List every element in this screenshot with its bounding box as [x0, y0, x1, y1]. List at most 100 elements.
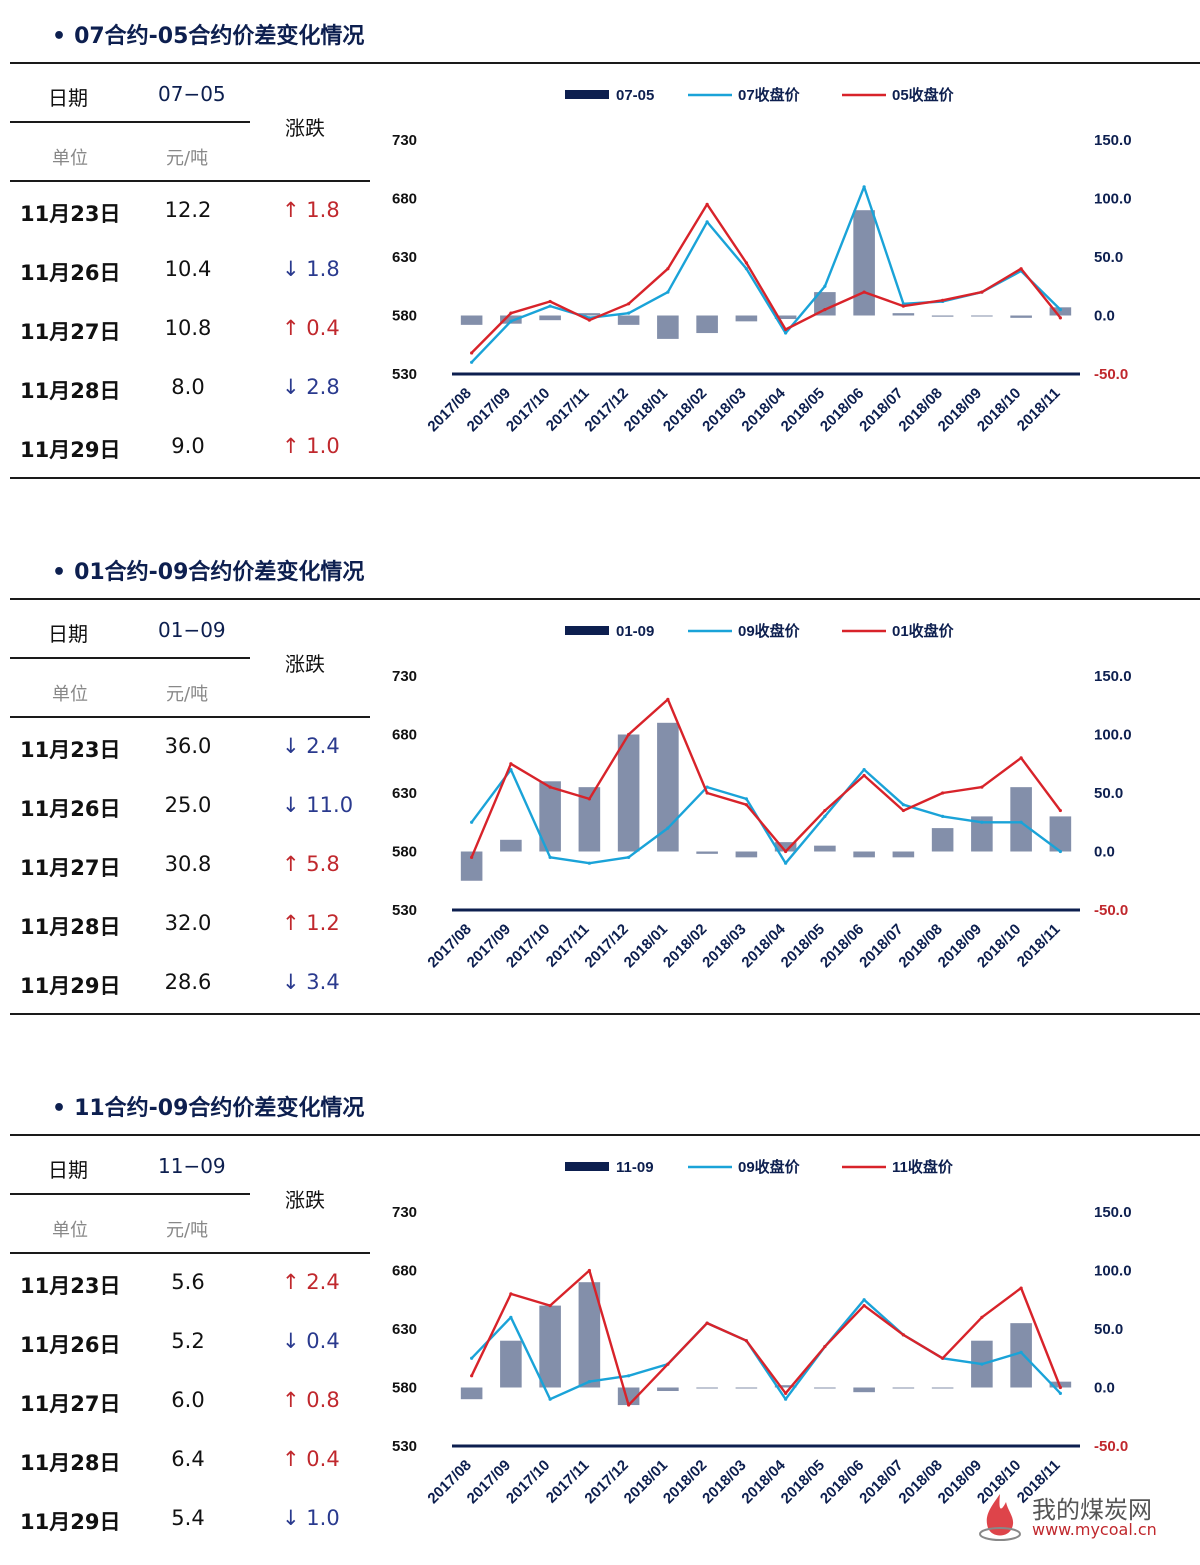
series-line-b-point	[862, 290, 866, 294]
spread-bar	[735, 851, 758, 858]
legend-swatch-spread	[565, 626, 609, 635]
spread-bar	[814, 845, 836, 852]
unit-label: 单位	[52, 684, 88, 705]
series-line-b-point	[470, 351, 474, 355]
series-line-a-point	[587, 861, 591, 865]
y-right-tick-label: 50.0	[1094, 249, 1123, 266]
x-tick-label: 2018/10	[974, 385, 1024, 435]
y-right-tick-label: -50.0	[1094, 366, 1128, 383]
spread-bar	[578, 313, 601, 316]
unit-label: 单位	[52, 148, 88, 169]
series-line-b-point	[980, 785, 984, 789]
spread-bar	[657, 722, 679, 852]
chart-svg: 01-09 09收盘价 01收盘价 530 580 630 680 730 -50.0 0.0 50…	[392, 622, 1132, 971]
section-title: • 01合约-09合约价差变化情况	[52, 560, 365, 585]
series-line-a-point	[705, 220, 709, 224]
y-right-tick-label: 0.0	[1094, 844, 1115, 861]
spread-bar	[578, 787, 601, 852]
spread-bar	[853, 1387, 875, 1393]
spread-bar	[617, 315, 640, 325]
spread-bar	[971, 816, 993, 852]
series-line-b-point	[1058, 316, 1062, 320]
series-line-a-point	[744, 797, 748, 801]
table-divider	[10, 180, 370, 182]
y-left-tick-label: 630	[392, 249, 417, 266]
watermark-url: www.mycoal.cn	[1032, 1520, 1157, 1539]
series-line-b-point	[509, 1292, 513, 1296]
series-line-a-point	[823, 284, 827, 288]
date-header: 日期	[48, 86, 88, 110]
x-tick-label: 2018/11	[1014, 921, 1064, 971]
series-line-a-point	[980, 1362, 984, 1366]
spread-section-1: • 07合约-05合约价差变化情况 日期 07−05 涨跌 单位 元/吨 11月2…	[0, 0, 1200, 480]
series-line-a-point	[744, 267, 748, 271]
series-line-b-point	[627, 302, 631, 306]
series-line-b-point	[587, 797, 591, 801]
legend-label-line-b: 11收盘价	[892, 1158, 954, 1176]
spread-chart: 01-09 09收盘价 01收盘价 530 580 630 680 730 -50.0 0.0 50…	[380, 606, 1200, 1006]
series-line-b-point	[784, 1391, 788, 1395]
x-tick-label: 2017/10	[503, 921, 553, 971]
date-header: 日期	[48, 622, 88, 646]
spread-bar	[774, 315, 797, 320]
coal-flame-logo-icon	[979, 1494, 1021, 1541]
table-row: 11月26日 25.0 ↓ 11.0	[20, 793, 354, 821]
series-line-b-point	[1019, 1286, 1023, 1290]
series-line-a-point	[548, 304, 552, 308]
spread-bar	[578, 1282, 601, 1388]
series-line-b-point	[1019, 267, 1023, 271]
series-line-a-point	[470, 1356, 474, 1360]
series-line-b-point	[705, 202, 709, 206]
spread-bar	[971, 315, 993, 317]
y-left-tick-label: 730	[392, 132, 417, 149]
series-line-a-point	[901, 803, 905, 807]
spread-bar	[696, 315, 718, 334]
table-row: 11月27日 6.0 ↑ 0.8	[20, 1388, 340, 1416]
series-line-b-point	[1058, 808, 1062, 813]
series-line-b-point	[901, 1333, 905, 1337]
spread-col-header: 11−09	[158, 1154, 226, 1178]
y-right-tick-label: 100.0	[1094, 191, 1132, 208]
series-line-b-point	[470, 855, 474, 859]
spread-bar	[460, 851, 483, 881]
legend-label-spread: 01-09	[616, 623, 654, 640]
legend-label-spread: 11-09	[616, 1159, 654, 1176]
series-line-a-point	[509, 319, 513, 323]
y-right-tick-label: 150.0	[1094, 1204, 1132, 1221]
y-left-tick-label: 630	[392, 785, 417, 802]
series-line-b-point	[587, 318, 591, 322]
y-right-tick-label: 100.0	[1094, 727, 1132, 744]
header-divider	[10, 657, 250, 659]
series-line-a-point	[1019, 820, 1023, 824]
legend-label-line-a: 07收盘价	[738, 86, 801, 104]
y-right-tick-label: -50.0	[1094, 902, 1128, 919]
watermark-name: 我的煤炭网	[1032, 1496, 1152, 1524]
series-line-b	[470, 698, 1062, 858]
y-left-tick-label: 530	[392, 902, 417, 919]
series-line-b-point	[980, 1315, 984, 1319]
section-bottom-rule	[10, 1013, 1200, 1015]
series-line-a-point	[509, 1315, 513, 1319]
legend: 01-09 09收盘价 01收盘价	[565, 622, 955, 640]
spread-bar	[814, 1387, 836, 1389]
series-line-b-point	[941, 1356, 945, 1360]
series-line-a	[470, 1298, 1062, 1401]
table-row: 11月23日 5.6 ↑ 2.4	[20, 1270, 340, 1298]
series-line-a-point	[1058, 1391, 1062, 1395]
series-line-b-point	[705, 1321, 709, 1325]
y-right-tick-label: 0.0	[1094, 1380, 1115, 1397]
series-line-b-point	[548, 1304, 552, 1308]
y-left-tick-label: 580	[392, 1380, 417, 1397]
series-line-b-point	[941, 791, 945, 795]
table-row: 11月28日 6.4 ↑ 0.4	[20, 1447, 340, 1475]
table-row: 11月23日 36.0 ↓ 2.4	[20, 734, 340, 762]
series-line-b-point	[587, 1268, 591, 1273]
y-right-tick-label: 50.0	[1094, 785, 1123, 802]
series-line-a	[470, 768, 1062, 865]
legend: 07-05 07收盘价 05收盘价	[565, 86, 955, 104]
series-line-a-point	[627, 1374, 631, 1378]
section-bottom-rule	[10, 477, 1200, 479]
series-line-a-point	[666, 826, 670, 830]
spread-bar	[774, 1385, 797, 1388]
table-divider	[10, 716, 370, 718]
